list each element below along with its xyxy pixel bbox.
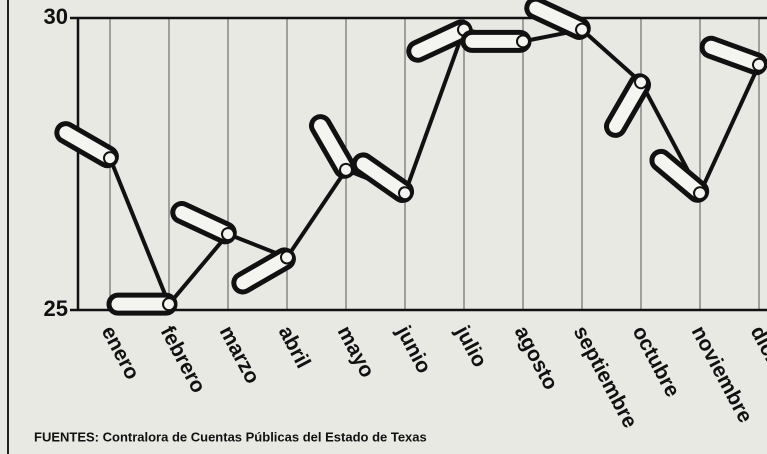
source-note: FUENTES: Contralora de Cuentas Públicas … xyxy=(34,429,427,444)
pin-head xyxy=(517,35,529,47)
background xyxy=(0,0,767,454)
pin-marker xyxy=(109,295,175,313)
y-tick-label: 25 xyxy=(44,296,68,321)
y-tick-label: 30 xyxy=(44,4,68,29)
pin-head xyxy=(163,298,175,310)
pin-marker xyxy=(463,32,529,50)
chart: FUENTES: Contralora de Cuentas Públicas … xyxy=(0,0,767,454)
